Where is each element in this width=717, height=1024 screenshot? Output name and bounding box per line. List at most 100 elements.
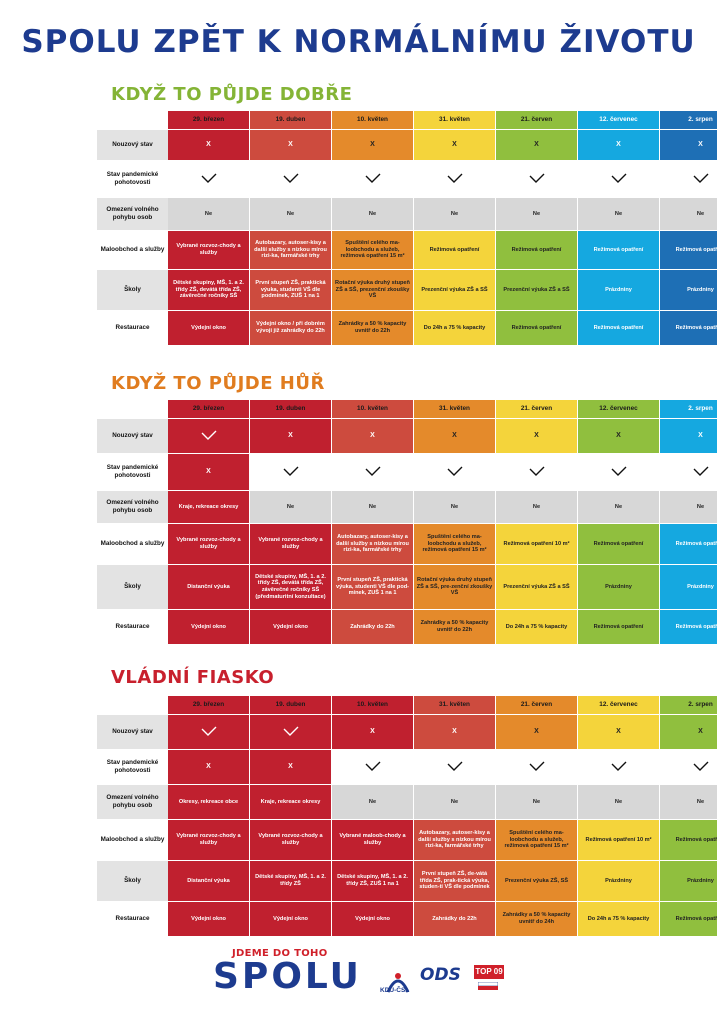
table-cell: Výdejní okno bbox=[332, 902, 414, 937]
section-title-fiasco: VLÁDNÍ FIASKO bbox=[111, 667, 275, 688]
cell-text: Prázdniny bbox=[605, 286, 632, 293]
table-cell bbox=[496, 161, 578, 198]
table-cell: Dětské skupiny, MŠ, 1. a 2. třídy ZŠ, de… bbox=[168, 270, 250, 311]
table-cell: X bbox=[578, 130, 660, 161]
table-cell: X bbox=[414, 419, 496, 454]
cell-text: Ne bbox=[450, 798, 459, 805]
top09-logo: TOP 09 bbox=[474, 965, 504, 979]
cell-text: Ne bbox=[286, 503, 295, 510]
column-header-date: 12. červenec bbox=[578, 400, 660, 419]
table-cell: Režimová opatření bbox=[578, 610, 660, 645]
table-cell: Ne bbox=[414, 785, 496, 820]
column-header-date: 29. březen bbox=[168, 111, 250, 130]
schedule-table-worse: 29. březen 19. duben 10. květen 31. květen 2… bbox=[97, 400, 717, 645]
table-cell: X bbox=[660, 715, 717, 750]
table-cell: Ne bbox=[168, 198, 250, 231]
cell-text: Vybrané rozvoz-chody a služby bbox=[176, 833, 241, 846]
cell-text: Vybrané maloob-chody a služby bbox=[339, 833, 406, 846]
cell-text: Prázdniny bbox=[687, 583, 714, 590]
x-mark: X bbox=[370, 727, 375, 735]
row-label-nouzovy-stav: Nouzový stav bbox=[97, 419, 168, 454]
row-label-stav-pandemicke-pohotovosti: Stav pandemické pohotovosti bbox=[97, 161, 168, 198]
table-cell bbox=[578, 750, 660, 785]
column-header-date: 2. srpen bbox=[660, 400, 717, 419]
table-cell: Ne bbox=[660, 785, 717, 820]
column-header-date: 21. červen bbox=[496, 400, 578, 419]
table-cell: Prázdniny bbox=[660, 270, 717, 311]
table-cell: X bbox=[250, 419, 332, 454]
table-cell: Kraje, rekreace okresy bbox=[250, 785, 332, 820]
table-cell bbox=[332, 161, 414, 198]
check-icon bbox=[529, 466, 544, 476]
check-icon bbox=[201, 726, 216, 736]
cell-text: Prázdniny bbox=[687, 877, 714, 884]
table-cell bbox=[332, 454, 414, 491]
table-cell: Ne bbox=[496, 785, 578, 820]
footer-slogan: JDEME DO TOHO bbox=[232, 948, 328, 959]
cell-text: Dětské skupiny, MŠ, 1. a 2. třídy ZŠ, de… bbox=[255, 573, 326, 600]
column-header-date: 10. květen bbox=[332, 400, 414, 419]
cell-text: Režimová opatření bbox=[511, 246, 562, 253]
table-cell: Režimová opatření 10 m² bbox=[496, 524, 578, 565]
check-icon bbox=[447, 466, 462, 476]
cell-text: Výdejní okno bbox=[273, 623, 308, 630]
cell-text: Režimová opatření bbox=[429, 246, 480, 253]
table-row-skoly: Školy Dětské skupiny, MŠ, 1. a 2. třídy Z… bbox=[97, 270, 717, 311]
table-cell: Ne bbox=[250, 198, 332, 231]
column-header-date: 19. duben bbox=[250, 111, 332, 130]
table-cell: Spuštění celého ma-loobchodu a služeb, r… bbox=[496, 820, 578, 861]
check-icon bbox=[529, 173, 544, 183]
cell-text: Rotační výuka druhý stupeň ZŠ a SŠ, prez… bbox=[335, 279, 410, 300]
cell-text: Dětské skupiny, MŠ, 1. a 2. třídy ZŠ, de… bbox=[173, 279, 244, 300]
table-cell: Ne bbox=[414, 491, 496, 524]
table-row-nouzovy-stav: Nouzový stav X X X X X X bbox=[97, 419, 717, 454]
cell-text: Ne bbox=[532, 210, 541, 217]
row-label-restaurace: Restaurace bbox=[97, 311, 168, 346]
table-cell bbox=[250, 715, 332, 750]
row-label-maloobchod: Maloobchod a služby bbox=[97, 820, 168, 861]
table-row-maloobchod: Maloobchod a služby Vybrané rozvoz-chody … bbox=[97, 231, 717, 270]
cell-text: Rotační výuka druhý stupeň ZŠ a SŠ, pre-… bbox=[416, 576, 493, 597]
ods-logo: ODS bbox=[420, 965, 461, 985]
table-cell: Zahrádky a 50 % kapacity uvnitř do 22h bbox=[332, 311, 414, 346]
table-cell: Ne bbox=[660, 198, 717, 231]
table-row-restaurace: Restaurace Výdejní okno Výdejní okno Výdejn… bbox=[97, 902, 717, 937]
cell-text: Režimová opatření 10 m² bbox=[503, 540, 570, 547]
section-title-worse: KDYŽ TO PŮJDE HŮŘ bbox=[111, 373, 325, 394]
table-cell: Zahrádky a 50 % kapacity uvnitř do 24h bbox=[496, 902, 578, 937]
x-mark: X bbox=[534, 727, 539, 735]
section-title-good: KDYŽ TO PŮJDE DOBŘE bbox=[111, 84, 353, 105]
column-header-date: 12. červenec bbox=[578, 111, 660, 130]
cell-text: Ne bbox=[450, 503, 459, 510]
check-icon bbox=[693, 173, 708, 183]
cell-text: Ne bbox=[614, 503, 623, 510]
table-cell: Zahrádky a 50 % kapacity uvnitř do 22h bbox=[414, 610, 496, 645]
cell-text: Ne bbox=[532, 503, 541, 510]
kdu-csl-label: KDU-ČSL bbox=[380, 987, 410, 994]
table-cell: Ne bbox=[660, 491, 717, 524]
x-mark: X bbox=[370, 431, 375, 439]
row-label-omezeni-pohybu: Omezení volného pohybu osob bbox=[97, 785, 168, 820]
table-cell bbox=[414, 750, 496, 785]
table-cell: Režimová opatření bbox=[578, 231, 660, 270]
cell-text: Prázdniny bbox=[605, 583, 632, 590]
row-label-skoly: Školy bbox=[97, 565, 168, 610]
x-mark: X bbox=[452, 727, 457, 735]
row-label-omezeni-pohybu: Omezení volného pohybu osob bbox=[97, 491, 168, 524]
cell-text: Ne bbox=[696, 210, 705, 217]
cell-text: Prezenční výuka ZŠ a SŠ bbox=[421, 286, 488, 293]
cell-text: Spuštění celého ma-loobchodu a služeb, r… bbox=[422, 533, 487, 554]
cell-text: Prázdniny bbox=[687, 286, 714, 293]
table-cell: Ne bbox=[496, 198, 578, 231]
table-cell: Prezenční výuka ZŠ, SŠ bbox=[496, 861, 578, 902]
table-cell: Vybrané rozvoz-chody a služby bbox=[250, 524, 332, 565]
column-header-date: 29. březen bbox=[168, 400, 250, 419]
table-cell: Režimová opatření bbox=[660, 524, 717, 565]
section-worse: KDYŽ TO PŮJDE HŮŘ 29. březen 19. duben 10.… bbox=[97, 373, 717, 645]
table-cell: Ne bbox=[332, 198, 414, 231]
row-label-maloobchod: Maloobchod a služby bbox=[97, 524, 168, 565]
column-header-date: 19. duben bbox=[250, 696, 332, 715]
cell-text: Ne bbox=[204, 210, 213, 217]
table-cell: Vybrané rozvoz-chody a služby bbox=[168, 820, 250, 861]
column-header-date: 2. srpen bbox=[660, 111, 717, 130]
